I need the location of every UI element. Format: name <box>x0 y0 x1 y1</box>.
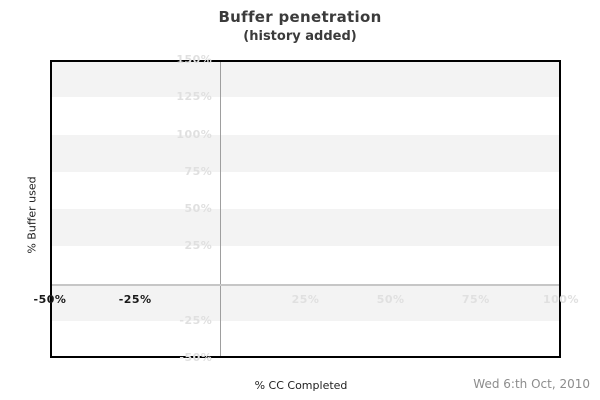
y-tick-label: -25% <box>179 313 213 327</box>
x-zero-axis-line <box>220 60 221 358</box>
y-tick-label: 125% <box>176 90 213 104</box>
background-band <box>50 171 561 209</box>
x-tick-label: 25% <box>291 292 320 306</box>
y-tick-label: 25% <box>184 239 213 253</box>
chart-date-annotation: Wed 6:th Oct, 2010 <box>473 377 590 391</box>
background-band <box>50 97 561 135</box>
chart-subtitle: (history added) <box>243 29 357 44</box>
x-axis-title: % CC Completed <box>254 379 348 392</box>
y-zero-axis-line <box>50 284 561 286</box>
y-tick-label: 50% <box>184 202 213 215</box>
background-band <box>50 60 561 98</box>
y-tick-label: 150% <box>176 53 213 66</box>
background-band <box>50 209 561 247</box>
plot-area <box>50 60 561 358</box>
x-tick-label: -25% <box>118 292 152 306</box>
x-tick-label: 50% <box>376 292 405 306</box>
chart-title: Buffer penetration <box>218 8 382 26</box>
y-tick-label: 100% <box>176 127 213 141</box>
x-tick-label: 75% <box>461 292 490 306</box>
y-tick-label: 75% <box>184 164 213 178</box>
y-tick-label: -50% <box>179 351 213 364</box>
background-band <box>50 283 561 321</box>
background-band <box>50 134 561 172</box>
x-tick-label: 100% <box>543 292 579 306</box>
background-band <box>50 320 561 358</box>
x-tick-label: -50% <box>33 292 67 306</box>
y-axis-title: % Buffer used <box>25 176 39 254</box>
background-band <box>50 246 561 284</box>
